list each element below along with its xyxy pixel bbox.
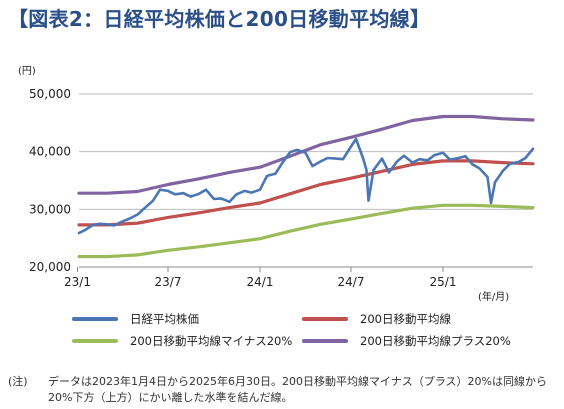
x-tick-label: 24/7 (338, 275, 365, 289)
legend-item-ma200: 200日移動平均線 (302, 311, 451, 327)
x-tick-label: 24/1 (247, 275, 274, 289)
legend-swatch-nikkei (72, 317, 118, 321)
legend-item-nikkei: 日経平均株価 (72, 311, 199, 327)
footnote-mark: (注) (8, 375, 28, 388)
legend-swatch-ma200 (302, 317, 348, 321)
y-axis-ticks: 20,000 30,000 40,000 50,000 (29, 87, 71, 274)
legend-swatch-ma200-minus20 (72, 339, 118, 343)
legend-label-ma200-minus20: 200日移動平均線マイナス20% (130, 334, 293, 348)
y-tick-label: 50,000 (29, 87, 71, 101)
series-line-ma200 (77, 159, 535, 227)
y-tick-label: 30,000 (29, 202, 71, 216)
series-line-ma200-minus20 (77, 203, 535, 259)
x-tick-label: 23/1 (64, 275, 91, 289)
y-tick-label: 40,000 (29, 145, 71, 159)
legend-label-ma200-plus20: 200日移動平均線プラス20% (360, 334, 511, 348)
legend-item-ma200-plus20: 200日移動平均線プラス20% (302, 333, 511, 349)
legend-label-ma200: 200日移動平均線 (360, 312, 451, 326)
x-tick-label: 25/1 (430, 275, 457, 289)
chart-title: 【図表2：日経平均株価と200日移動平均線】 (8, 7, 431, 31)
legend-item-ma200-minus20: 200日移動平均線マイナス20% (72, 333, 292, 349)
series-line-ma200-plus20 (77, 114, 535, 195)
series-line-nikkei (77, 137, 535, 235)
y-axis-unit: (円) (18, 66, 36, 77)
x-tick-label: 23/7 (155, 275, 182, 289)
x-axis-ticks: 23/1 23/7 24/1 24/7 25/1 (64, 266, 533, 289)
legend-swatch-ma200-plus20 (302, 339, 348, 343)
legend-label-nikkei: 日経平均株価 (130, 312, 199, 326)
legend: 日経平均株価 200日移動平均線 200日移動平均線マイナス20% 200日移動… (0, 307, 564, 349)
x-axis-unit: (年/月) (478, 290, 509, 303)
y-tick-label: 20,000 (29, 260, 71, 274)
series-lines (77, 114, 535, 259)
footnote-text: データは2023年1月4日から2025年6月30日。200日移動平均線マイナス（… (48, 375, 547, 404)
gridlines (79, 93, 533, 268)
